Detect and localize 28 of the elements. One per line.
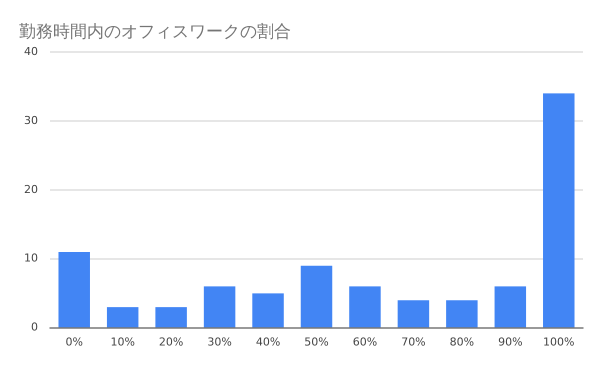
y-tick-label: 0 [30, 320, 38, 334]
bar [204, 286, 236, 328]
chart-title: 勤務時間内のオフィスワークの割合 [19, 21, 291, 43]
y-tick-label: 40 [24, 44, 38, 58]
y-tick-label: 20 [24, 182, 38, 196]
bar [106, 307, 138, 328]
x-tick-label: 100% [543, 335, 574, 348]
x-tick-label: 90% [498, 335, 523, 348]
x-tick-label: 70% [401, 335, 426, 348]
bar [252, 293, 284, 328]
bar [58, 252, 90, 328]
x-tick-label: 0% [66, 335, 83, 348]
bar [300, 266, 332, 328]
y-tick-label: 10 [24, 252, 38, 265]
x-tick-label: 40% [256, 335, 280, 348]
x-tick-label: 30% [207, 335, 232, 348]
bar [349, 286, 381, 328]
bar [155, 307, 187, 328]
bar [398, 300, 430, 328]
x-tick-label: 10% [110, 335, 135, 348]
y-tick-label: 30 [24, 114, 38, 127]
bar [446, 300, 478, 328]
bar [543, 93, 575, 328]
x-tick-label: 60% [352, 335, 378, 348]
x-tick-label: 50% [304, 335, 329, 348]
x-tick-label: 20% [158, 335, 184, 348]
x-tick-label: 80% [450, 335, 474, 348]
bar [494, 286, 526, 328]
